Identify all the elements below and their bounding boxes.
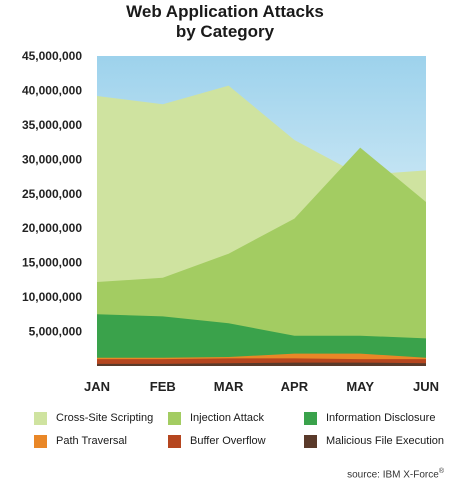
x-tick-label-feb: FEB: [150, 379, 176, 394]
y-axis: 45,000,000 40,000,000 35,000,000 30,000,000…: [22, 49, 82, 339]
legend-swatch: [34, 434, 47, 448]
legend-swatch: [304, 434, 317, 448]
source-note: source: IBM X-Force®: [347, 468, 444, 480]
legend-swatch: [168, 411, 181, 425]
legend-label: Buffer Overflow: [190, 435, 266, 447]
legend-swatch: [34, 411, 47, 425]
legend-label: Information Disclosure: [326, 412, 436, 424]
legend-label: Injection Attack: [190, 412, 264, 424]
x-tick-label-jun: JUN: [413, 379, 439, 394]
legend-label: Path Traversal: [56, 435, 127, 447]
x-tick-label-mar: MAR: [214, 379, 244, 394]
chart-title: Web Application Attacks by Category: [0, 2, 450, 42]
chart-title-line-2: by Category: [175, 22, 275, 41]
y-tick-label: 35,000,000: [22, 118, 82, 132]
legend-swatch: [168, 434, 181, 448]
x-axis: JAN FEB MAR APR MAY JUN: [84, 379, 439, 394]
source-text: source: IBM X-Force: [347, 469, 439, 481]
legend-item-injection-attack: Injection Attack: [168, 411, 264, 425]
area-chart: 45,000,000 40,000,000 35,000,000 30,000,000…: [22, 49, 439, 394]
x-tick-label-may: MAY: [346, 379, 374, 394]
y-tick-label: 30,000,000: [22, 152, 82, 166]
area-malicious-file-execution: [97, 362, 426, 366]
y-tick-label: 40,000,000: [22, 83, 82, 97]
y-tick-label: 25,000,000: [22, 187, 82, 201]
legend-label: Malicious File Execution: [326, 435, 444, 447]
legend-swatch: [304, 411, 317, 425]
y-tick-label: 10,000,000: [22, 290, 82, 304]
y-tick-label: 45,000,000: [22, 49, 82, 63]
y-tick-label: 20,000,000: [22, 221, 82, 235]
y-tick-label: 5,000,000: [29, 325, 83, 339]
registered-mark: ®: [438, 468, 444, 475]
legend-item-malicious-file-execution: Malicious File Execution: [304, 434, 444, 448]
legend-item-cross-site-scripting: Cross-Site Scripting: [34, 411, 153, 425]
chart-title-line-1: Web Application Attacks: [126, 2, 324, 21]
legend-item-path-traversal: Path Traversal: [34, 434, 127, 448]
legend-item-buffer-overflow: Buffer Overflow: [168, 434, 266, 448]
x-tick-label-jan: JAN: [84, 379, 110, 394]
area-injection-attack: [97, 147, 426, 366]
x-tick-label-apr: APR: [281, 379, 309, 394]
legend-label: Cross-Site Scripting: [56, 412, 154, 424]
area-layers: [97, 85, 426, 366]
y-tick-label: 15,000,000: [22, 256, 82, 270]
area-information-disclosure: [97, 314, 426, 366]
legend-item-information-disclosure: Information Disclosure: [304, 411, 435, 425]
